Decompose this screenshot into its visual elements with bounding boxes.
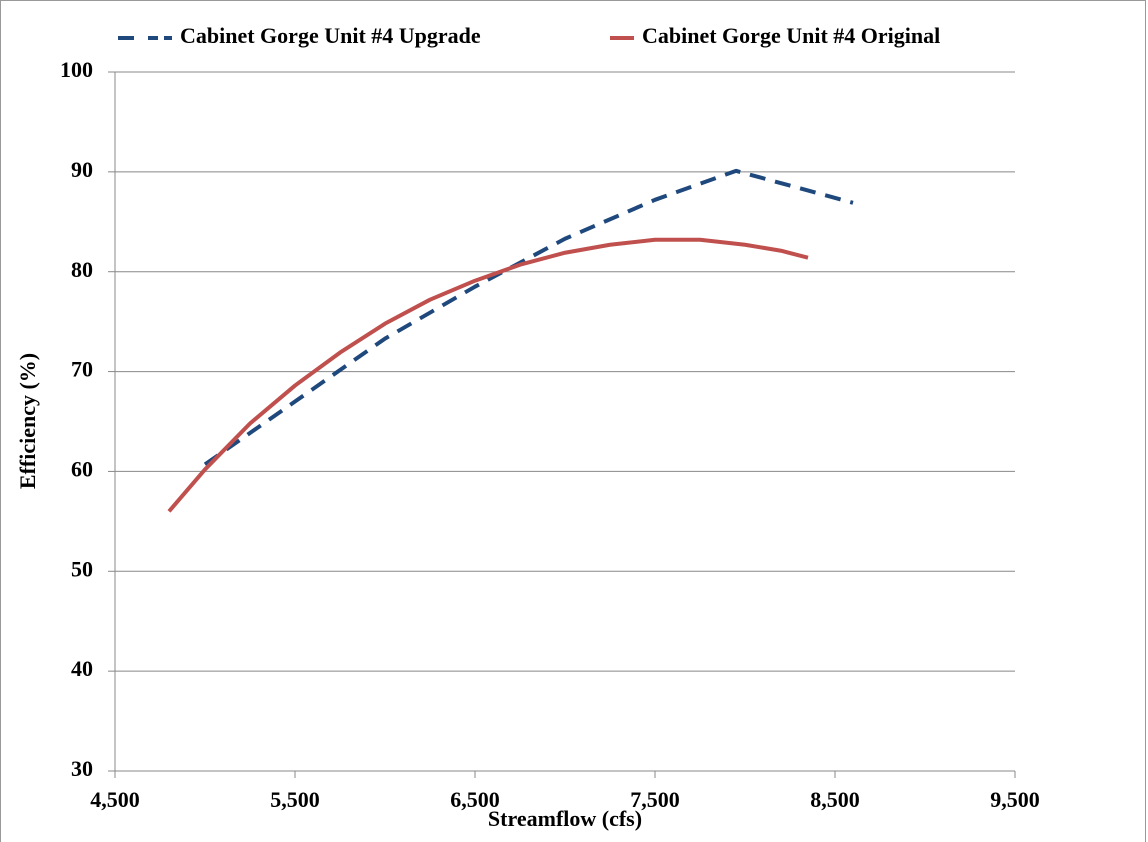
y-tick-label: 40 — [71, 656, 93, 681]
y-tick-label: 70 — [71, 357, 93, 382]
x-tick-label: 5,500 — [270, 787, 320, 812]
legend-label: Cabinet Gorge Unit #4 Original — [642, 23, 940, 48]
y-tick-label: 60 — [71, 456, 93, 481]
x-tick-label: 6,500 — [450, 787, 500, 812]
x-axis-title: Streamflow (cfs) — [488, 806, 642, 831]
x-tick-label: 7,500 — [630, 787, 680, 812]
series-line — [167, 237, 809, 513]
y-axis-title: Efficiency (%) — [15, 353, 40, 489]
y-tick-label: 100 — [60, 57, 93, 82]
y-tick-label: 90 — [71, 157, 93, 182]
y-tick-label: 30 — [71, 756, 93, 781]
x-tick-label: 8,500 — [810, 787, 860, 812]
y-tick-label: 80 — [71, 257, 93, 282]
y-tick-label: 50 — [71, 556, 93, 581]
x-tick-label: 4,500 — [90, 787, 140, 812]
legend-label: Cabinet Gorge Unit #4 Upgrade — [180, 23, 481, 48]
x-tick-label: 9,500 — [990, 787, 1040, 812]
series-line — [203, 168, 854, 467]
